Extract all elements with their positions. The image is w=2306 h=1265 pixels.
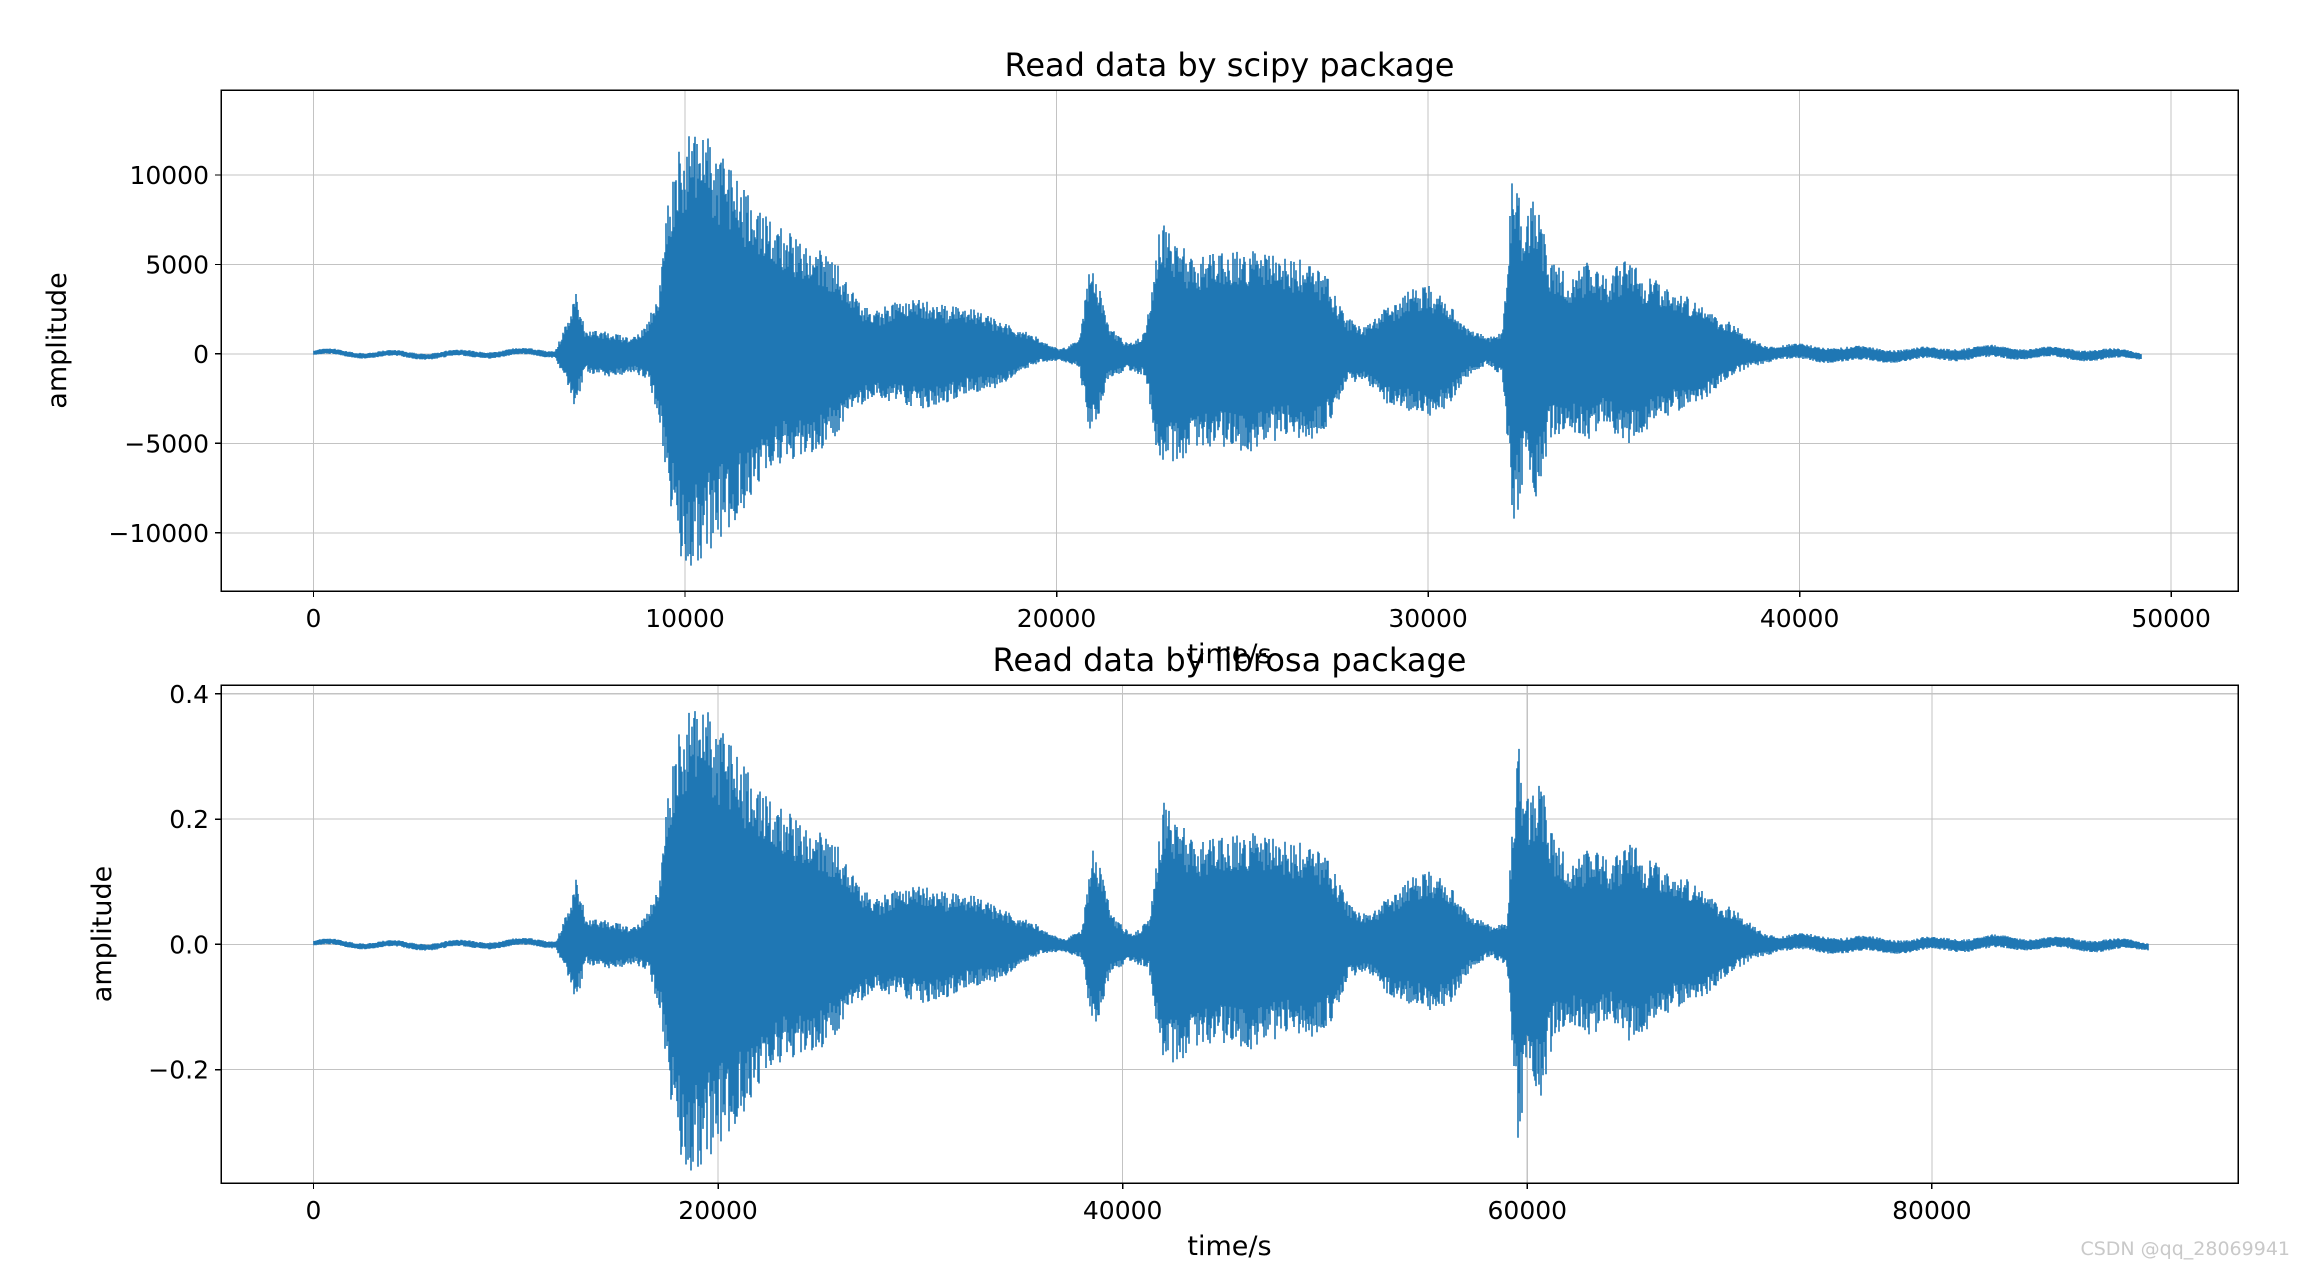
scipy-xlabel: time/s — [1187, 639, 1271, 670]
librosa-waveform — [313, 711, 2149, 1171]
scipy-title: Read data by scipy package — [1005, 46, 1455, 84]
axes-frame — [220, 89, 2239, 592]
tick-labels: 0 10000 20000 30000 40000 50000 −10000 −5000 0 50… — [109, 161, 2211, 633]
x-tick-label: 0 — [306, 1196, 322, 1225]
librosa-chart: 0 20000 40000 60000 80000 −0.2 0.0 0.2 0.4 Read d… — [87, 641, 2239, 1262]
watermark: CSDN @qq_28069941 — [2080, 1238, 2290, 1260]
librosa-title: Read data by librosa package — [993, 641, 1467, 679]
y-tick-label: −10000 — [109, 519, 209, 548]
x-tick-label: 10000 — [645, 604, 725, 633]
y-tick-label: 10000 — [129, 161, 209, 190]
x-tick-label: 40000 — [1760, 604, 1840, 633]
x-tick-label: 20000 — [678, 1196, 758, 1225]
ticks — [215, 174, 2172, 597]
y-tick-label: 0.0 — [169, 930, 209, 959]
x-tick-label: 0 — [306, 604, 322, 633]
x-tick-label: 40000 — [1083, 1196, 1163, 1225]
scipy-ylabel: amplitude — [42, 272, 73, 408]
y-tick-label: 0 — [193, 340, 209, 369]
x-tick-label: 50000 — [2131, 604, 2211, 633]
x-tick-label: 60000 — [1488, 1196, 1568, 1225]
librosa-xlabel: time/s — [1187, 1231, 1271, 1262]
y-tick-label: 0.2 — [169, 805, 209, 834]
scipy-chart: 0 10000 20000 30000 40000 50000 −10000 −5000 0 50… — [42, 46, 2239, 670]
x-tick-label: 80000 — [1892, 1196, 1972, 1225]
axes-frame — [220, 684, 2239, 1184]
x-tick-label: 30000 — [1388, 604, 1468, 633]
ticks — [215, 693, 1933, 1189]
tick-labels: 0 20000 40000 60000 80000 −0.2 0.0 0.2 0.4 — [148, 680, 1971, 1225]
y-tick-label: 0.4 — [169, 680, 209, 709]
y-tick-label: 5000 — [145, 250, 209, 279]
y-tick-label: −5000 — [124, 429, 209, 458]
x-tick-label: 20000 — [1017, 604, 1097, 633]
librosa-ylabel: amplitude — [87, 866, 118, 1002]
scipy-waveform — [313, 136, 2142, 566]
y-tick-label: −0.2 — [148, 1056, 209, 1085]
